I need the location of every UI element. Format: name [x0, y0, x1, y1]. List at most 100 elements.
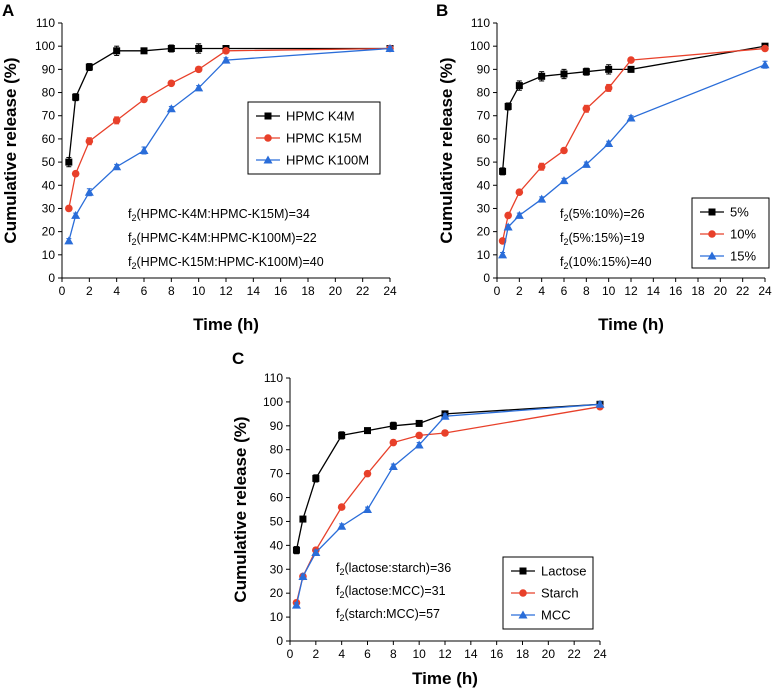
series-hpmc-k15m [65, 44, 394, 213]
legend: 5% 10% 15% [691, 197, 770, 269]
annot-subscript: 2 [339, 613, 344, 623]
data-point [65, 204, 73, 213]
data-point [298, 571, 308, 580]
data-point [363, 505, 372, 513]
x-axis-title: Time (h) [193, 315, 259, 334]
data-point [167, 45, 175, 52]
x-tick-label: 10 [602, 284, 616, 298]
f2-annotation: f2(HPMC-K4M:HPMC-K100M)=22 [128, 231, 317, 247]
y-tick-label: 50 [270, 514, 284, 528]
f2-annotation: f2(lactose:MCC)=31 [336, 584, 446, 600]
y-tick-label: 40 [270, 538, 284, 552]
data-point [64, 236, 74, 245]
data-point [503, 222, 513, 231]
legend-label: HPMC K15M [286, 131, 362, 146]
annot-subscript: 2 [563, 213, 568, 223]
data-point [194, 83, 204, 92]
data-point [627, 56, 635, 64]
y-tick-label: 20 [477, 225, 491, 239]
x-tick-label: 24 [383, 284, 397, 298]
data-point [414, 440, 424, 449]
panel-letter: C [232, 349, 244, 368]
f2-annotation: f2(HPMC-K15M:HPMC-K100M)=40 [128, 255, 324, 271]
data-point [312, 474, 320, 482]
y-tick-label: 40 [42, 178, 56, 192]
legend-label: 5% [730, 205, 749, 220]
y-tick-label: 10 [42, 248, 56, 262]
x-tick-label: 0 [287, 647, 294, 661]
legend-swatch-marker [264, 112, 272, 120]
y-tick-label: 40 [477, 178, 491, 192]
annot-f: f [336, 584, 340, 598]
annot-text: (HPMC-K15M:HPMC-K100M)=40 [137, 255, 324, 269]
y-tick-label: 0 [483, 271, 490, 285]
data-point [65, 158, 73, 166]
data-point [514, 210, 524, 219]
annot-f: f [560, 255, 564, 269]
data-point [71, 169, 80, 178]
data-point [72, 93, 80, 101]
y-tick-label: 80 [42, 86, 56, 100]
data-point [140, 47, 148, 55]
x-tick-label: 4 [538, 284, 545, 298]
x-tick-label: 22 [567, 647, 581, 661]
data-point [221, 55, 231, 64]
data-point [71, 210, 81, 219]
annot-subscript: 2 [131, 213, 136, 223]
x-tick-label: 2 [516, 284, 523, 298]
annot-f: f [560, 207, 564, 221]
y-tick-label: 100 [263, 395, 283, 409]
x-tick-label: 24 [758, 284, 772, 298]
data-point [85, 137, 94, 146]
data-point [581, 159, 591, 168]
data-point [559, 176, 569, 185]
data-point [415, 431, 423, 440]
y-tick-label: 20 [270, 586, 284, 600]
x-tick-label: 18 [301, 284, 315, 298]
data-point [195, 45, 203, 52]
legend-swatch-marker [519, 589, 527, 597]
y-tick-label: 90 [42, 62, 56, 76]
x-tick-label: 2 [86, 284, 93, 298]
legend-swatch-marker [708, 208, 716, 216]
legend-swatch-marker [708, 230, 716, 238]
data-point [112, 116, 121, 125]
f2-annotation: f2(5%:15%)=19 [560, 231, 645, 247]
x-tick-label: 18 [516, 647, 530, 661]
annot-subscript: 2 [563, 261, 568, 271]
series-hpmc-k100m [64, 44, 395, 245]
data-point [440, 411, 450, 420]
data-point [385, 44, 395, 52]
y-tick-label: 60 [477, 132, 491, 146]
annot-f: f [128, 231, 132, 245]
y-tick-label: 110 [264, 371, 283, 385]
x-tick-label: 24 [593, 647, 607, 661]
y-tick-label: 0 [276, 634, 283, 648]
data-point [84, 187, 94, 196]
x-tick-label: 20 [714, 284, 728, 298]
x-tick-label: 10 [192, 284, 206, 298]
legend-label: Lactose [541, 564, 587, 579]
y-tick-label: 100 [470, 39, 490, 53]
legend-label: MCC [541, 608, 571, 623]
series-mcc [291, 399, 605, 609]
x-tick-label: 4 [113, 284, 120, 298]
x-tick-label: 8 [168, 284, 175, 298]
data-point [194, 65, 203, 74]
y-axis-title: Cumulative release (%) [1, 57, 20, 243]
y-tick-label: 80 [270, 443, 284, 457]
data-point [415, 419, 423, 427]
data-point [292, 546, 300, 554]
data-point [498, 250, 508, 259]
series-lactose [292, 400, 604, 555]
y-tick-label: 20 [42, 225, 56, 239]
annot-text: (lactose:starch)=36 [345, 561, 452, 575]
data-point [760, 60, 770, 69]
y-axis-title: Cumulative release (%) [437, 57, 456, 243]
x-tick-label: 16 [274, 284, 288, 298]
data-point [139, 146, 149, 154]
data-point [560, 70, 568, 78]
x-tick-label: 16 [669, 284, 683, 298]
